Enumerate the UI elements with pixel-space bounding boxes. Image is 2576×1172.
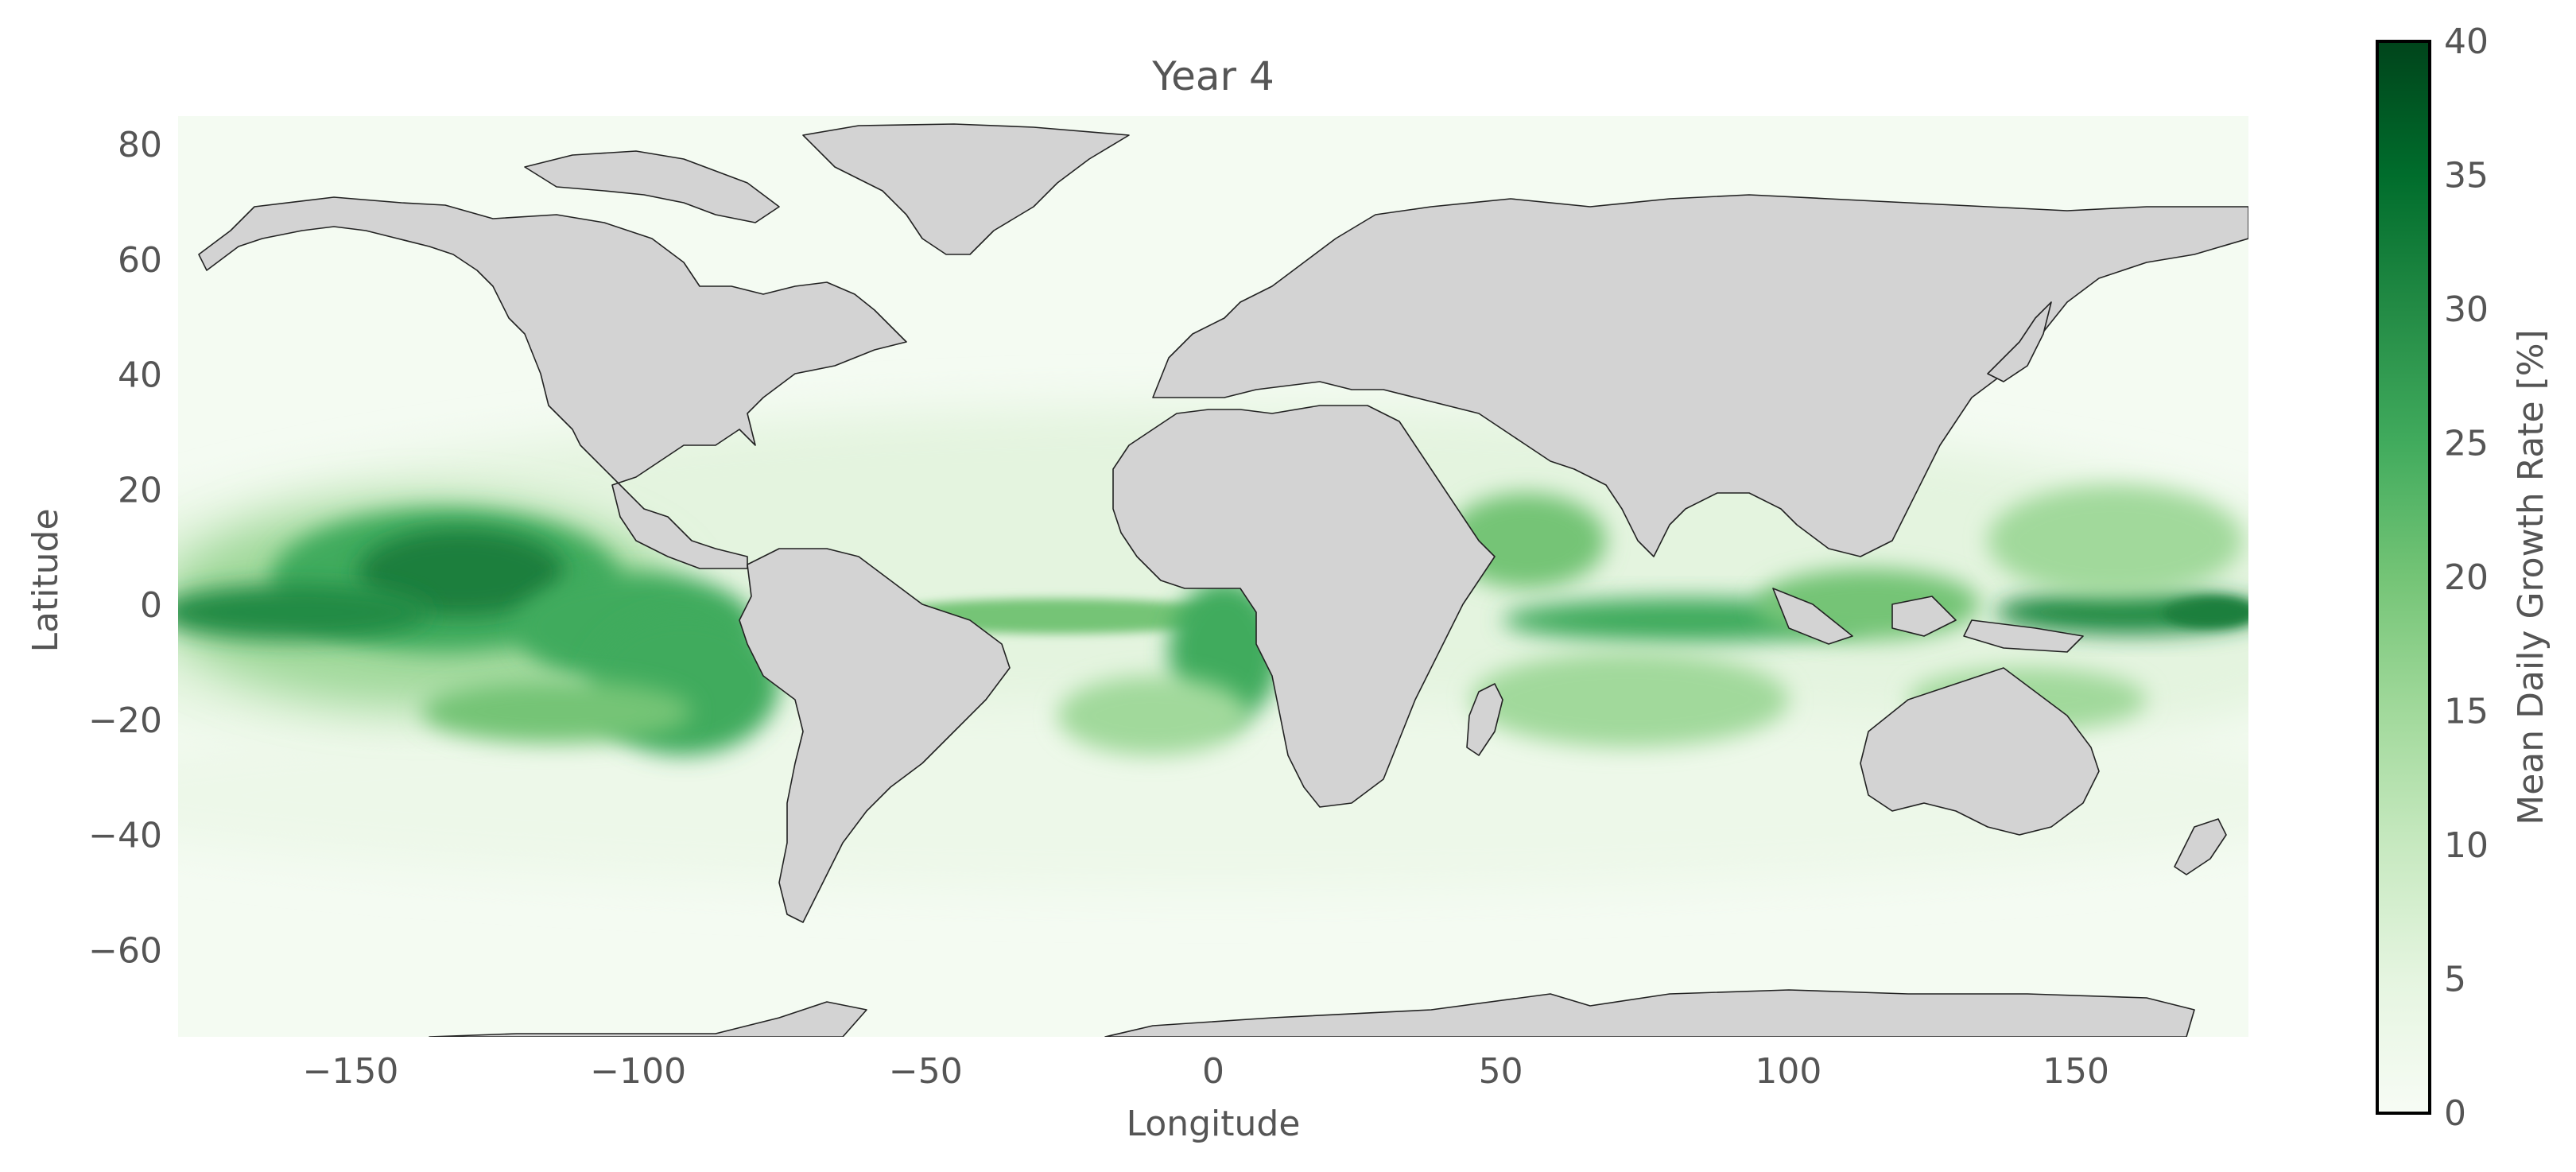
y-tick-label: 40 <box>118 355 162 396</box>
colorbar-tick-label: 30 <box>2444 289 2489 330</box>
colorbar-tick-label: 10 <box>2444 825 2489 866</box>
x-tick-labels: −150 −100 −50 0 50 100 150 <box>303 1051 2109 1092</box>
south-america <box>739 548 1011 923</box>
new-zealand <box>2174 818 2227 875</box>
colorbar-tick-label: 5 <box>2444 960 2466 1000</box>
y-tick-label: 60 <box>118 240 162 281</box>
y-tick-label: 80 <box>118 125 162 165</box>
y-tick-label: 20 <box>118 470 162 510</box>
land-masses <box>198 123 2248 1037</box>
colorbar-tick-label: 35 <box>2444 156 2489 196</box>
x-tick-label: −150 <box>303 1051 399 1092</box>
x-tick-label: −50 <box>889 1051 963 1092</box>
x-tick-label: 50 <box>1479 1051 1523 1092</box>
colorbar-tick-label: 20 <box>2444 557 2489 598</box>
greenland <box>802 123 1130 255</box>
antarctica <box>429 989 2195 1037</box>
colorbar-tick-label: 15 <box>2444 692 2489 732</box>
y-tick-labels: −60 −40 −20 0 20 40 60 80 <box>88 125 162 971</box>
colorbar: 0 5 10 15 20 25 30 35 40 Mean Daily Growth Rate … <box>2376 21 2551 1134</box>
colorbar-tick-labels: 0 5 10 15 20 25 30 35 40 <box>2444 21 2489 1134</box>
map-panel <box>178 116 2248 1037</box>
colorbar-tick-label: 25 <box>2444 424 2489 464</box>
madagascar <box>1466 683 1503 756</box>
australia <box>1860 667 2100 836</box>
y-tick-label: −20 <box>88 700 162 741</box>
x-tick-label: 0 <box>1202 1051 1224 1092</box>
arctic-islands <box>524 150 780 223</box>
y-tick-label: −60 <box>88 930 162 971</box>
colorbar-tick-label: 0 <box>2444 1093 2466 1134</box>
growth-rate-field <box>178 406 2248 891</box>
x-tick-label: 100 <box>1755 1051 1821 1092</box>
x-axis-label: Longitude <box>1127 1104 1301 1144</box>
japan <box>1987 301 2052 382</box>
y-tick-label: −40 <box>88 816 162 856</box>
north-america <box>198 196 907 569</box>
x-axis: Longitude −150 −100 −50 0 50 100 150 <box>303 1051 2109 1144</box>
colorbar-tick-label: 40 <box>2444 21 2489 62</box>
x-tick-label: −100 <box>590 1051 686 1092</box>
africa-eurasia <box>1112 194 2248 808</box>
colorbar-label: Mean Daily Growth Rate [%] <box>2511 329 2551 825</box>
y-axis: Latitude −60 −40 −20 0 20 40 60 80 <box>25 125 162 971</box>
y-axis-label: Latitude <box>25 508 66 652</box>
map-title: Year 4 <box>1151 53 1274 99</box>
southeast-asia-islands <box>1772 588 2084 653</box>
x-tick-label: 150 <box>2043 1051 2109 1092</box>
y-tick-label: 0 <box>140 585 162 626</box>
colorbar-gradient <box>2376 40 2431 1115</box>
